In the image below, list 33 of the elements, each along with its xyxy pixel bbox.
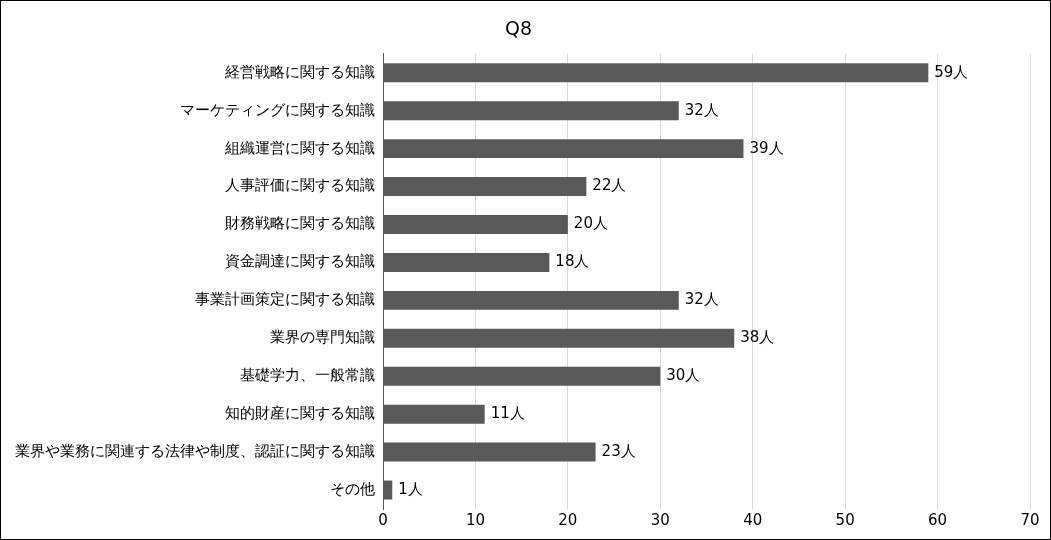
x-tick-label: 50 [835, 510, 855, 529]
data-label: 30人 [666, 366, 701, 385]
x-tick-label: 10 [465, 510, 485, 529]
y-tick-label: マーケティングに関する知識 [180, 100, 375, 119]
data-label: 22人 [592, 176, 627, 195]
y-tick-label: 知的財産に関する知識 [225, 404, 375, 423]
x-tick-label: 70 [1020, 510, 1040, 529]
x-tick-label: 30 [650, 510, 670, 529]
data-label: 59人 [934, 62, 969, 81]
x-tick-label: 20 [558, 510, 578, 529]
data-label: 23人 [601, 441, 636, 460]
data-label: 32人 [684, 100, 719, 119]
y-tick-label: 業界の専門知識 [270, 328, 375, 347]
y-tick-label: 業界や業務に関連する法律や制度、認証に関する知識 [15, 441, 375, 460]
data-label: 39人 [749, 138, 784, 157]
y-tick-label: 人事評価に関する知識 [225, 176, 375, 195]
y-tick-label: その他 [330, 479, 375, 498]
y-tick-label: 基礎学力、一般常識 [240, 366, 375, 385]
y-tick-label: 経営戦略に関する知識 [224, 62, 375, 81]
y-tick-label: 事業計画策定に関する知識 [195, 290, 375, 309]
data-label: 20人 [573, 214, 608, 233]
data-label: 38人 [740, 328, 775, 347]
data-label: 1人 [398, 479, 423, 498]
y-tick-label: 財務戦略に関する知識 [225, 214, 375, 233]
x-tick-label: 60 [928, 510, 948, 529]
y-tick-label: 資金調達に関する知識 [225, 252, 375, 271]
data-label: 18人 [555, 252, 590, 271]
y-tick-label: 組織運営に関する知識 [224, 138, 375, 157]
x-tick-label: 40 [743, 510, 763, 529]
chart-title: Q8 [504, 17, 533, 40]
x-tick-label: 0 [378, 510, 388, 529]
data-label: 11人 [490, 404, 525, 423]
data-label: 32人 [684, 290, 719, 309]
